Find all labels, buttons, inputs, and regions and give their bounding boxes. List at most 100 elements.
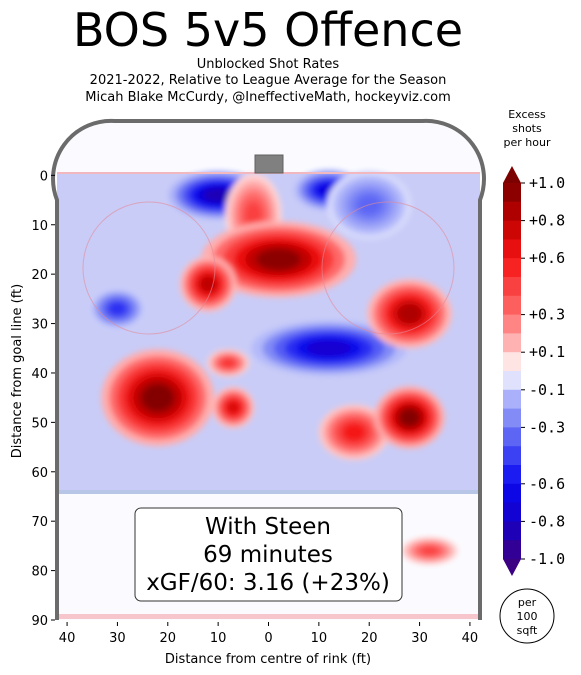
unit-line-3: sqft bbox=[517, 624, 538, 637]
colorbar-segment bbox=[503, 352, 521, 372]
heat-contour bbox=[306, 340, 352, 357]
colorbar-segment bbox=[503, 427, 521, 447]
colorbar-segment bbox=[503, 183, 521, 203]
goal-net bbox=[254, 154, 284, 174]
colorbar-segment bbox=[503, 258, 521, 278]
y-tick-label: 10 bbox=[31, 219, 48, 234]
heat-contour bbox=[227, 401, 240, 414]
y-axis: 0 10 20 30 40 50 60 70 80 90 bbox=[31, 169, 55, 629]
x-tick-label: 30 bbox=[109, 631, 126, 646]
heat-contour bbox=[222, 359, 235, 368]
colorbar-ticks: +1.0 +0.8 +0.6 +0.3 +0.1 -0.1 -0.3 -0.6 -0.8 -1.0 bbox=[521, 174, 565, 568]
annotation-line-2: 69 minutes bbox=[203, 542, 333, 568]
heat-blob bbox=[101, 349, 215, 447]
heat-blob bbox=[251, 320, 407, 376]
colorbar-segment bbox=[503, 521, 521, 541]
colorbar-segment bbox=[503, 314, 521, 334]
heat-blob bbox=[401, 536, 458, 565]
colorbar-segment bbox=[503, 201, 521, 222]
colorbar-segment bbox=[503, 483, 521, 504]
boards bbox=[51, 118, 486, 620]
y-axis-label: Distance from goal line (ft) bbox=[10, 284, 25, 458]
blue-line bbox=[57, 490, 480, 494]
chart-title: BOS 5v5 Offence bbox=[72, 3, 464, 57]
y-tick-label: 40 bbox=[31, 367, 48, 382]
faceoff-circle-right bbox=[321, 201, 455, 335]
colorbar-segment bbox=[503, 389, 521, 410]
colorbar-segments bbox=[503, 166, 521, 576]
chart-subtitle-line-3: Micah Blake McCurdy, @IneffectiveMath, h… bbox=[85, 90, 451, 105]
colorbar-segment bbox=[503, 540, 521, 560]
colorbar-tick-label: -0.8 bbox=[529, 512, 565, 530]
x-tick-label: 40 bbox=[462, 631, 479, 646]
colorbar-tick-label: +0.8 bbox=[529, 212, 565, 230]
colorbar-bottom-arrow bbox=[503, 559, 521, 576]
colorbar-segment bbox=[503, 277, 521, 297]
annotation-line-1: With Steen bbox=[205, 514, 331, 540]
faceoff-circle-left bbox=[82, 201, 216, 335]
x-tick-label: 10 bbox=[210, 631, 227, 646]
colorbar-top-arrow bbox=[503, 166, 521, 183]
heatmap-layer bbox=[57, 121, 480, 620]
heat-contour bbox=[245, 203, 262, 227]
annotation-line-3: xGF/60: 3.16 (+23%) bbox=[146, 570, 390, 596]
colorbar-tick-label: +0.1 bbox=[529, 343, 565, 361]
heat-blob bbox=[374, 386, 445, 449]
heat-blob bbox=[212, 386, 255, 429]
colorbar-tick-label: +0.3 bbox=[529, 306, 565, 324]
y-tick-label: 0 bbox=[40, 169, 48, 184]
heat-contour bbox=[256, 248, 301, 271]
colorbar-segment bbox=[503, 371, 521, 391]
y-tick-label: 20 bbox=[31, 268, 48, 283]
y-tick-label: 30 bbox=[31, 318, 48, 333]
colorbar-segment bbox=[503, 239, 521, 259]
y-tick-label: 80 bbox=[31, 565, 48, 580]
heat-blob bbox=[367, 279, 452, 349]
colorbar-tick-label: -0.3 bbox=[529, 418, 565, 436]
y-tick-label: 90 bbox=[31, 614, 48, 629]
x-axis: 40 30 20 10 0 10 20 30 40 bbox=[59, 622, 478, 646]
colorbar-tick-label: +0.6 bbox=[529, 249, 565, 267]
x-tick-label: 0 bbox=[264, 631, 272, 646]
heat-blob bbox=[318, 404, 390, 460]
colorbar-segment bbox=[503, 220, 521, 240]
colorbar-segment bbox=[503, 408, 521, 428]
chart-subtitle-line-2: 2021-2022, Relative to League Average fo… bbox=[89, 73, 447, 88]
colorbar-segment bbox=[503, 295, 521, 316]
x-tick-label: 20 bbox=[361, 631, 378, 646]
colorbar-segment bbox=[503, 446, 521, 466]
y-tick-label: 60 bbox=[31, 466, 48, 481]
y-tick-label: 50 bbox=[31, 416, 48, 431]
colorbar-tick-label: -0.1 bbox=[529, 381, 565, 399]
colorbar-tick-label: +1.0 bbox=[529, 174, 565, 192]
unit-line-2: 100 bbox=[517, 610, 538, 623]
x-tick-label: 20 bbox=[160, 631, 177, 646]
red-line bbox=[57, 614, 480, 619]
x-tick-label: 10 bbox=[311, 631, 328, 646]
unit-circle bbox=[499, 588, 555, 644]
colorbar-tick-label: -0.6 bbox=[529, 475, 565, 493]
heat-contour bbox=[141, 383, 174, 412]
colorbar-title-line-2: shots bbox=[512, 122, 542, 135]
colorbar-segment bbox=[503, 333, 521, 353]
heat-contour bbox=[109, 302, 126, 315]
colorbar: Excess shots per hour +1.0 +0.8 +0.6 +0.3 +0… bbox=[499, 108, 565, 644]
colorbar-title-line-1: Excess bbox=[508, 108, 546, 121]
annotation-box: With Steen 69 minutes xGF/60: 3.16 (+23%… bbox=[134, 507, 403, 602]
colorbar-segment bbox=[503, 502, 521, 522]
heat-blob bbox=[207, 349, 250, 377]
colorbar-segment bbox=[503, 465, 521, 485]
heat-contour bbox=[397, 303, 422, 324]
heat-blob bbox=[201, 221, 357, 298]
chart-subtitle-line-1: Unblocked Shot Rates bbox=[196, 57, 340, 72]
x-tick-label: 40 bbox=[59, 631, 76, 646]
colorbar-title-line-3: per hour bbox=[504, 136, 551, 149]
y-tick-label: 70 bbox=[31, 515, 48, 530]
heat-blob bbox=[179, 256, 237, 312]
annotation-frame bbox=[134, 507, 403, 602]
colorbar-tick-label: -1.0 bbox=[529, 550, 565, 568]
x-axis-label: Distance from centre of rink (ft) bbox=[165, 652, 371, 667]
heat-contour bbox=[399, 408, 420, 427]
heat-contour bbox=[204, 188, 233, 203]
